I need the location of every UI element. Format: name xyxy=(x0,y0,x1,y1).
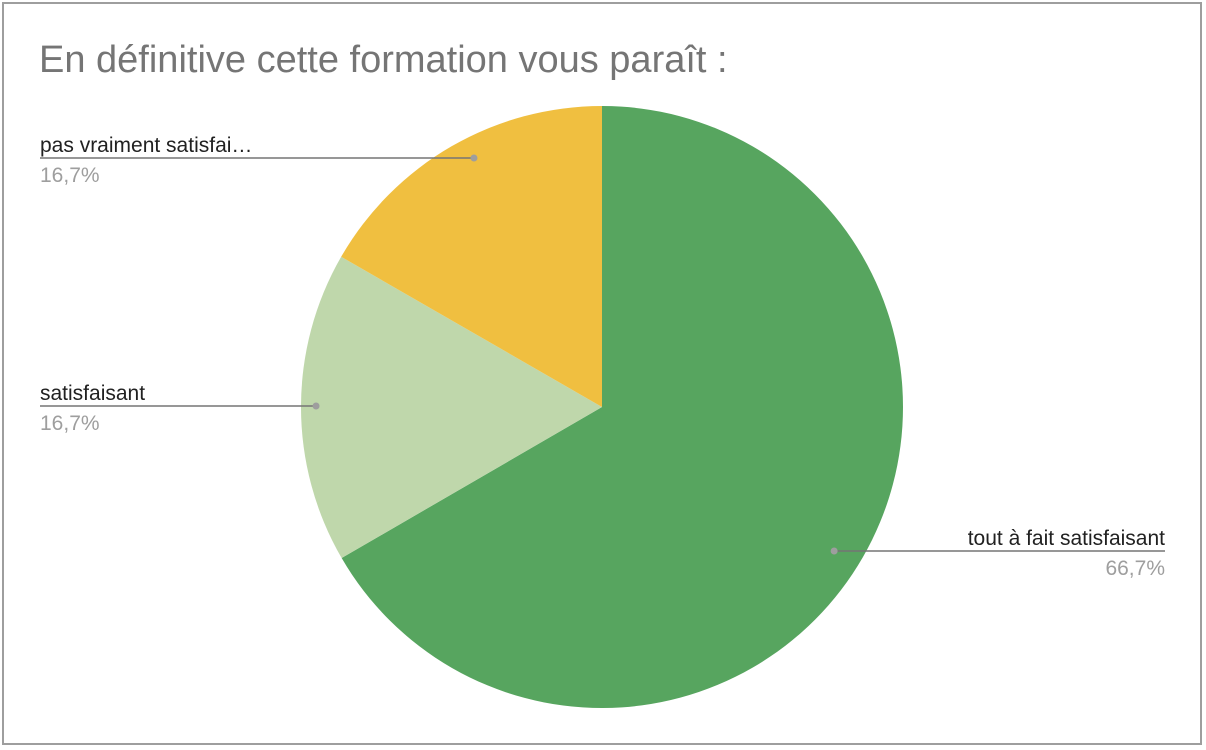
pie-slice-2[interactable] xyxy=(341,106,602,407)
leader-dot-2 xyxy=(470,154,478,162)
pie-slice-1[interactable] xyxy=(301,256,602,559)
slice-label-0: tout à fait satisfaisant xyxy=(968,527,1165,550)
chart-title: En définitive cette formation vous paraî… xyxy=(39,39,728,81)
pie-slice-0[interactable] xyxy=(341,106,904,708)
leader-dot-1 xyxy=(312,402,320,410)
slice-percent-2: 16,7% xyxy=(40,164,100,187)
slice-label-1: satisfaisant xyxy=(40,382,145,405)
slice-percent-0: 66,7% xyxy=(1105,557,1165,580)
slice-label-2: pas vraiment satisfai… xyxy=(40,134,252,157)
leader-dot-0 xyxy=(830,547,838,555)
slice-percent-1: 16,7% xyxy=(40,412,100,435)
